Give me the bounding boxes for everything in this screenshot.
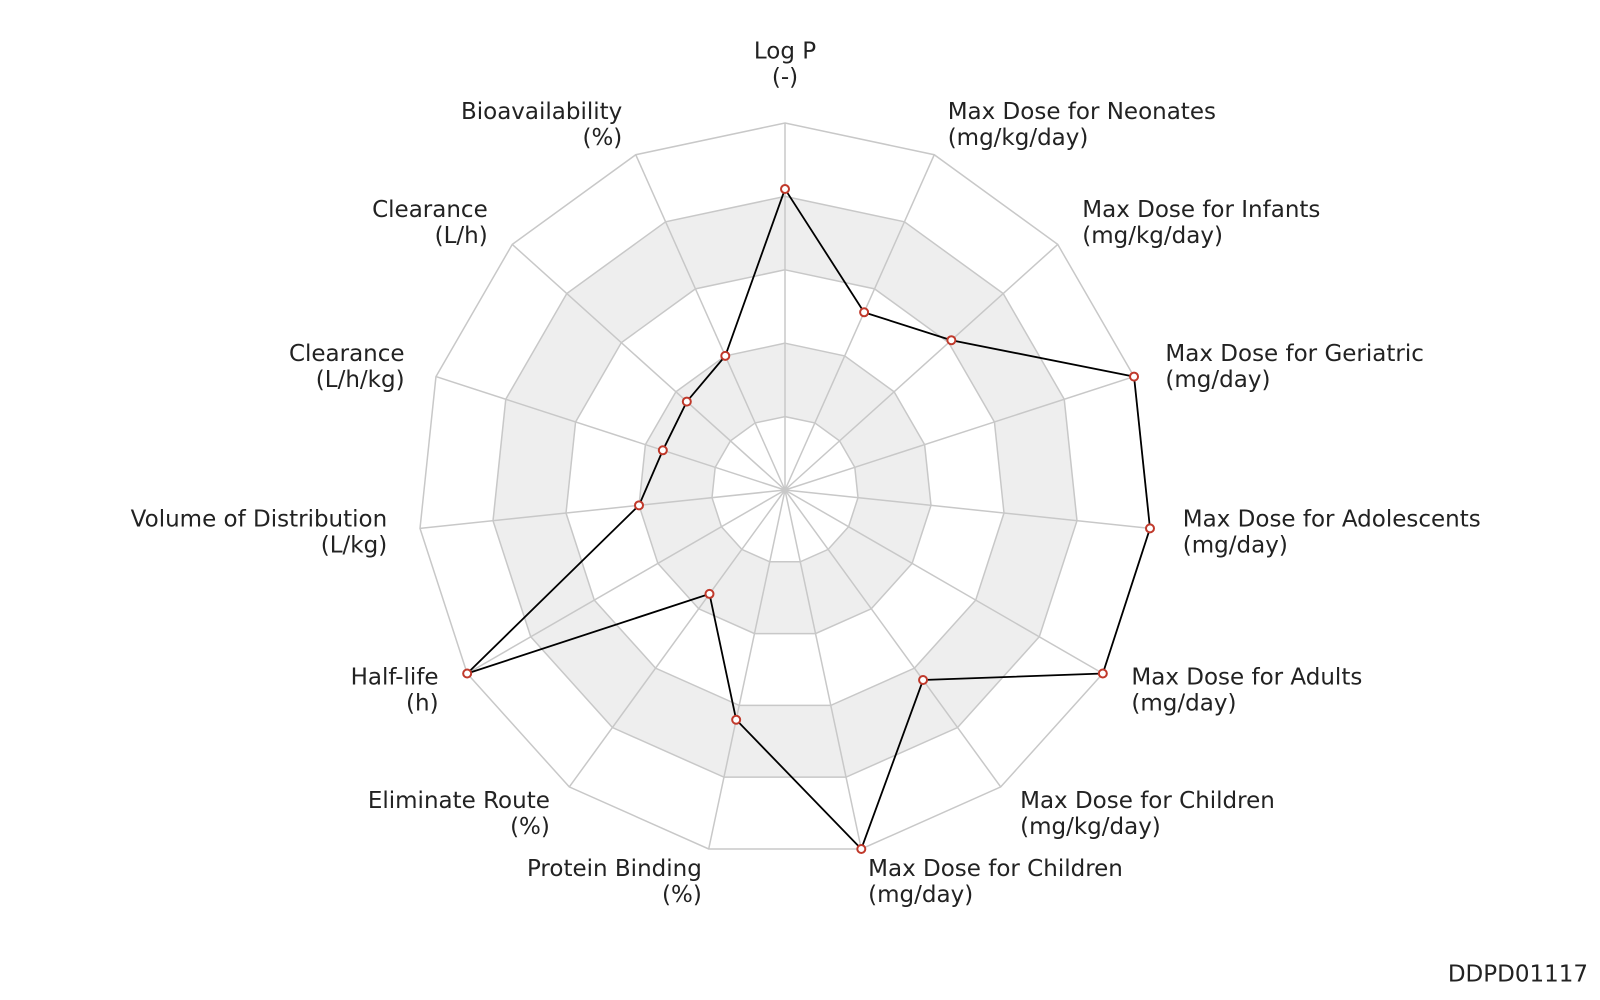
axis-unit: (mg/day): [1131, 691, 1236, 717]
axis-spoke: [435, 375, 786, 491]
watermark: DDPD01117: [1448, 962, 1588, 988]
grid-ring: [638, 342, 932, 635]
data-point: [634, 500, 645, 511]
axis-label: Volume of Distribution: [131, 506, 388, 532]
grid-ring: [565, 269, 1005, 707]
axis-spoke: [784, 243, 1059, 491]
axis-unit: (%): [582, 125, 622, 151]
axis-spoke: [784, 489, 1002, 788]
data-point: [720, 350, 731, 361]
grid-ring: [419, 122, 1151, 850]
grid-ring: [711, 415, 859, 563]
axis-label: Eliminate Route: [368, 788, 550, 814]
axis-unit: (-): [772, 65, 798, 91]
axis-unit: (h): [406, 691, 439, 717]
axis-unit: (mg/kg/day): [948, 125, 1089, 151]
data-point: [462, 668, 473, 679]
axis-unit: (mg/day): [1165, 367, 1270, 393]
axis-label: Max Dose for Adolescents: [1183, 506, 1481, 532]
axis-label: Log P: [754, 39, 816, 65]
data-line: [466, 187, 1151, 851]
axis-unit: (L/h/kg): [316, 367, 405, 393]
axis-spoke: [784, 489, 863, 850]
data-point: [918, 675, 929, 686]
data-point: [1144, 523, 1155, 534]
data-point: [731, 714, 742, 725]
axis-unit: (L/kg): [321, 532, 387, 558]
axis-label: Clearance: [372, 197, 488, 223]
axis-spoke: [511, 243, 786, 491]
axis-label: Protein Binding: [527, 856, 702, 882]
axis-unit: (mg/day): [1183, 532, 1288, 558]
axis-label: Half-life: [351, 665, 439, 691]
axis-label: Max Dose for Infants: [1082, 197, 1320, 223]
data-point: [780, 184, 790, 195]
axis-label: Max Dose for Children: [1020, 788, 1275, 814]
axis-label: Bioavailability: [461, 99, 622, 125]
axis-unit: (%): [662, 882, 702, 908]
axis-spoke: [784, 489, 1151, 530]
data-point: [1097, 668, 1108, 679]
axis-label: Max Dose for Geriatric: [1165, 341, 1423, 367]
data-point: [1129, 371, 1140, 382]
axis-spoke: [707, 489, 786, 850]
axis-unit: (L/h): [435, 223, 488, 249]
data-point: [704, 588, 715, 599]
data-point: [859, 307, 870, 318]
axis-spoke: [784, 375, 1135, 491]
axis-unit: (mg/kg/day): [1082, 223, 1223, 249]
data-point: [681, 396, 692, 407]
axis-unit: (mg/day): [868, 882, 973, 908]
axis-spoke: [784, 154, 935, 491]
axis-spoke: [784, 489, 1104, 675]
axis-unit: (%): [510, 814, 550, 840]
axis-spoke: [635, 154, 786, 491]
axis-label: Clearance: [289, 341, 405, 367]
grid-ring: [492, 195, 1078, 778]
axis-label: Max Dose for Adults: [1131, 665, 1362, 691]
axis-spoke: [466, 489, 786, 675]
axis-spoke: [568, 489, 786, 788]
data-point: [657, 445, 668, 456]
axis-unit: (mg/kg/day): [1020, 814, 1161, 840]
data-point: [856, 843, 867, 854]
axis-label: Max Dose for Neonates: [948, 99, 1216, 125]
axis-label: Max Dose for Children: [868, 856, 1123, 882]
data-point: [946, 335, 957, 346]
axis-spoke: [419, 489, 786, 530]
